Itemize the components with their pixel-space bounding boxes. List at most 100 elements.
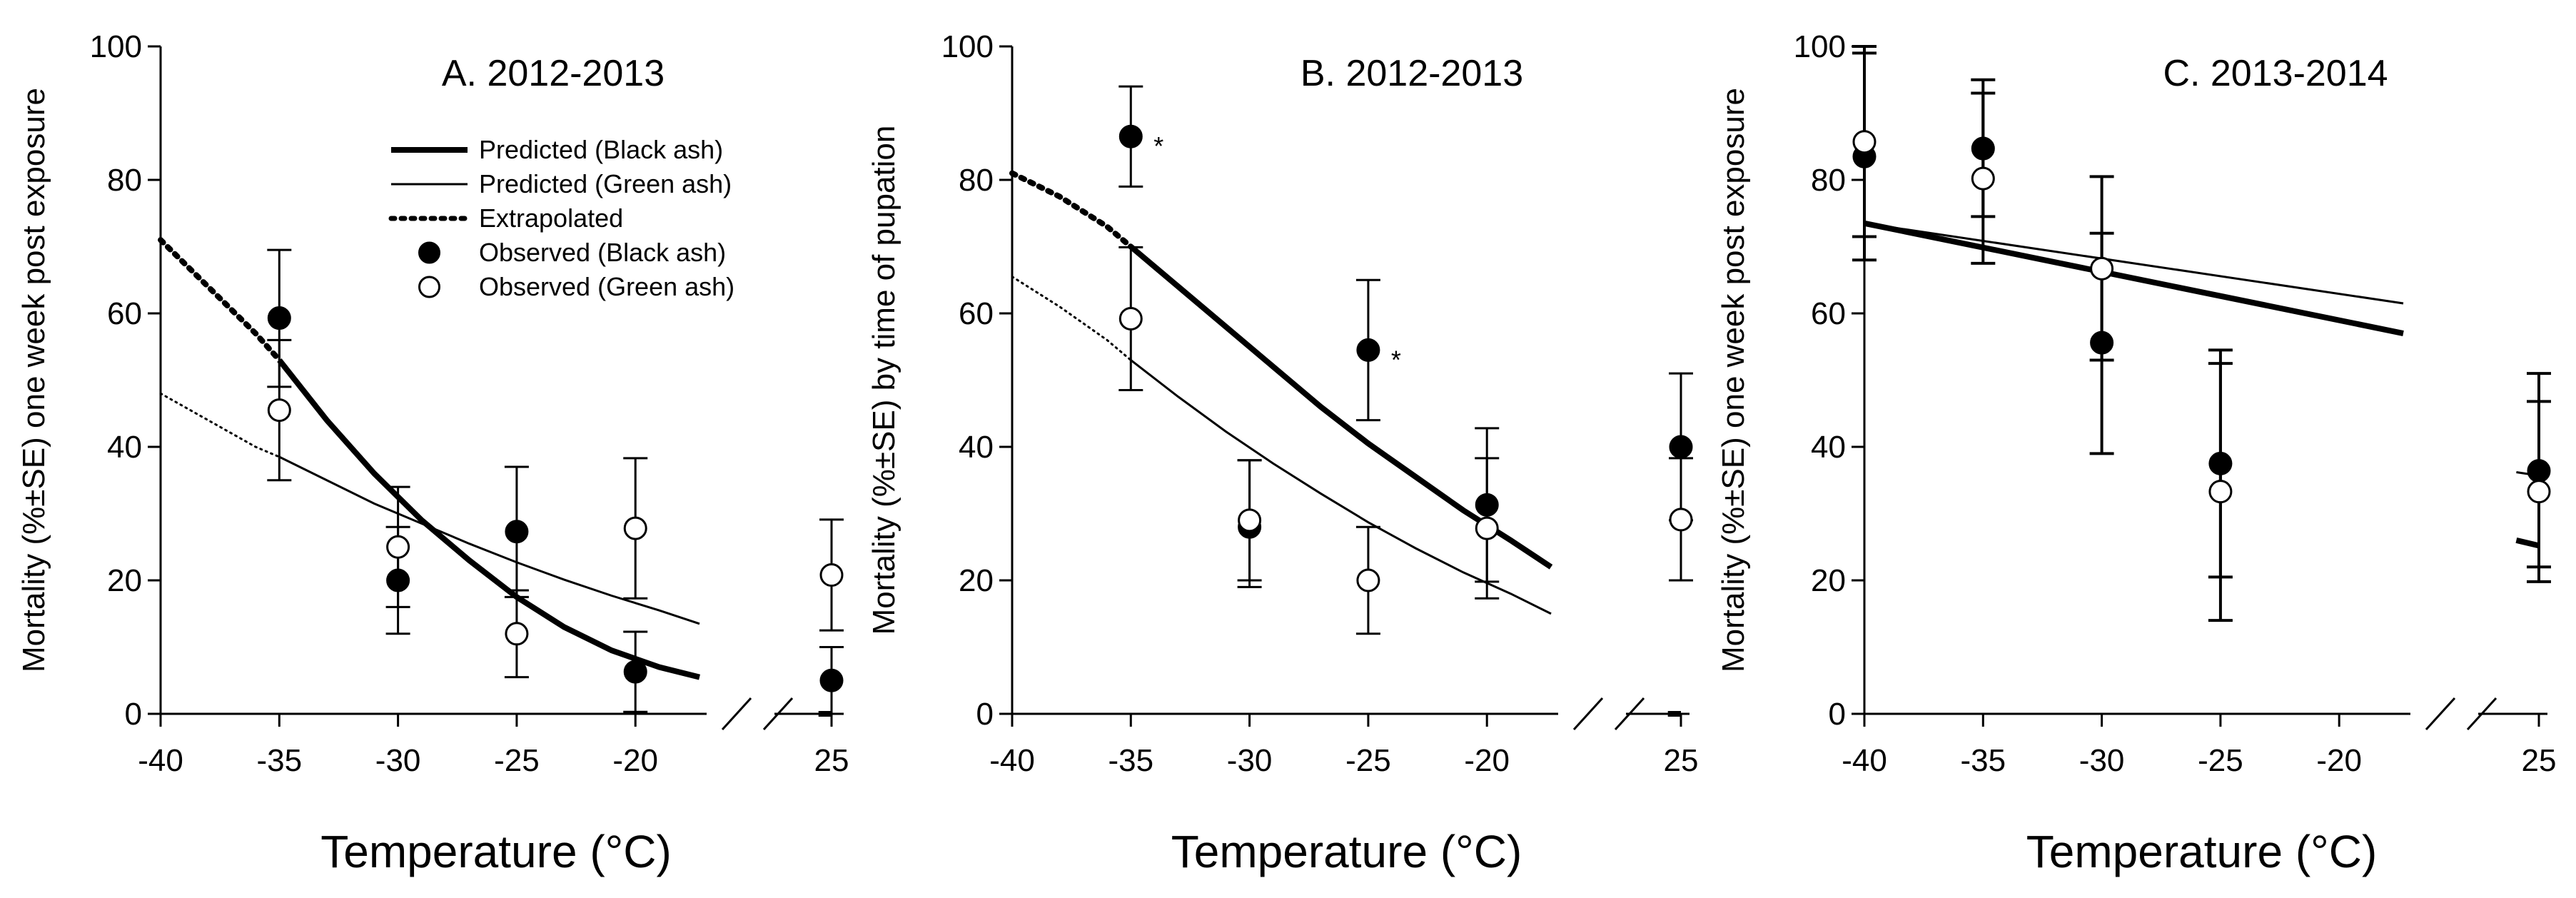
y-tick-label: 60	[959, 296, 994, 331]
y-axis-title: Mortality (%±SE) by time of pupation	[867, 126, 901, 635]
x-tick-label: -35	[257, 743, 303, 778]
point-observed-green-ash	[1475, 516, 1499, 540]
panel-a: 0 20 40 60 80 100 -40 -35 -30 -25 -20 25 Temperature…	[16, 29, 849, 877]
panel-c: 0 20 40 60 80 100 -40 -35 -30 -25 -20 25 Temperature…	[1716, 29, 2556, 877]
x-axis-title: Temperature (°C)	[1171, 826, 1522, 877]
significance-marker: *	[1153, 131, 1163, 161]
y-axis-title: Mortality (%±SE) one week post exposure	[16, 88, 51, 672]
x-tick-label: -25	[494, 743, 540, 778]
axis-break-mark	[1614, 697, 1645, 731]
point-observed-green-ash	[623, 516, 647, 540]
y-tick-label: 20	[959, 563, 994, 598]
point-observed-green-ash	[1238, 508, 1262, 533]
curve-extrapolated-green-ash	[1011, 276, 1132, 361]
x-tick-label: -30	[2079, 743, 2125, 778]
point-observed-black-ash	[386, 568, 410, 592]
curve-predicted-green-ash	[1864, 222, 2404, 305]
x-tick-label: -30	[1227, 743, 1273, 778]
y-axis-title: Mortality (%±SE) one week post exposure	[1716, 88, 1751, 672]
x-tick-label: -30	[375, 743, 421, 778]
x-tick-label: -35	[1961, 743, 2006, 778]
axis-break-mark	[2466, 697, 2497, 731]
point-observed-green-ash	[1356, 568, 1380, 592]
legend-swatch-filled-circle	[418, 241, 440, 264]
panel-title: A. 2012-2013	[442, 53, 665, 94]
panel-b: 0 20 40 60 80 100 -40 -35 -30 -25 -20 25 Temperature…	[867, 29, 1698, 877]
y-tick-label: 100	[1794, 29, 1846, 64]
curve-extrapolated-green-ash	[159, 392, 281, 458]
y-tick-label: 60	[107, 296, 142, 331]
y-tick-label: 0	[976, 697, 994, 732]
panel-title: C. 2013-2014	[2163, 53, 2388, 94]
point-observed-black-ash	[1971, 136, 1995, 161]
point-observed-black-ash	[2090, 331, 2114, 355]
point-observed-black-ash	[1669, 435, 1693, 459]
x-tick-label: 25	[2522, 743, 2557, 778]
axis-break-mark	[762, 697, 794, 731]
point-observed-green-ash	[2208, 480, 2233, 504]
legend-label: Predicted (Black ash)	[479, 135, 723, 164]
point-observed-green-ash	[386, 535, 410, 559]
legend-label: Observed (Green ash)	[479, 272, 734, 301]
point-observed-green-ash	[2527, 480, 2551, 504]
point-observed-black-ash	[1118, 124, 1143, 148]
point-observed-black-ash	[623, 660, 647, 684]
point-observed-black-ash	[2208, 451, 2233, 475]
y-tick-label: 40	[959, 430, 994, 465]
y-tick-label: 0	[125, 697, 142, 732]
y-tick-label: 100	[90, 29, 142, 64]
curve-extrapolated-black-ash	[158, 237, 283, 363]
curve-extrapolated-black-ash	[1009, 170, 1134, 250]
curve-predicted-black-ash	[1864, 220, 2404, 336]
x-tick-label: 25	[1664, 743, 1699, 778]
point-observed-black-ash	[1475, 493, 1499, 517]
y-tick-label: 80	[959, 163, 994, 198]
x-tick-label: -20	[612, 743, 658, 778]
x-tick-label: -25	[1345, 743, 1391, 778]
x-tick-label: -35	[1108, 743, 1154, 778]
significance-marker: *	[1391, 345, 1401, 374]
x-tick-label: -20	[2316, 743, 2362, 778]
point-observed-black-ash	[267, 306, 291, 331]
x-tick-label: -40	[138, 743, 183, 778]
axis-break-mark	[1572, 697, 1604, 731]
y-tick-label: 40	[1811, 430, 1846, 465]
x-tick-label: -25	[2198, 743, 2243, 778]
point-observed-green-ash	[1669, 508, 1693, 532]
point-observed-green-ash	[1118, 306, 1143, 331]
point-observed-black-ash	[1356, 338, 1380, 362]
y-tick-label: 60	[1811, 296, 1846, 331]
y-tick-label: 100	[941, 29, 994, 64]
legend-label: Predicted (Green ash)	[479, 169, 732, 198]
y-tick-label: 20	[107, 563, 142, 598]
x-axis-title: Temperature (°C)	[2026, 826, 2378, 877]
point-observed-green-ash	[1852, 130, 1877, 154]
point-observed-black-ash	[505, 520, 529, 544]
point-observed-green-ash	[1971, 166, 1995, 191]
legend-label: Observed (Black ash)	[479, 238, 726, 267]
point-observed-green-ash	[505, 622, 529, 646]
y-tick-label: 20	[1811, 563, 1846, 598]
point-observed-green-ash	[819, 563, 844, 587]
y-tick-label: 80	[1811, 163, 1846, 198]
curve-predicted-green-ash	[278, 455, 700, 625]
curve-predicted-black-ash-at-25	[2515, 538, 2540, 549]
point-observed-black-ash	[819, 668, 844, 692]
point-observed-black-ash	[2527, 459, 2551, 483]
legend-label: Extrapolated	[479, 203, 623, 233]
y-tick-label: 0	[1829, 697, 1846, 732]
point-observed-green-ash	[2090, 256, 2114, 281]
x-tick-label: -20	[1464, 743, 1510, 778]
x-axis-title: Temperature (°C)	[320, 826, 672, 877]
y-tick-label: 40	[107, 430, 142, 465]
axis-break-mark	[2425, 697, 2456, 731]
panel-title: B. 2012-2013	[1300, 53, 1523, 94]
legend-swatch-open-circle	[418, 276, 440, 298]
x-tick-label: -40	[989, 743, 1035, 778]
y-tick-label: 80	[107, 163, 142, 198]
axis-break-mark	[721, 697, 752, 731]
x-tick-label: -40	[1842, 743, 1887, 778]
point-observed-green-ash	[267, 398, 291, 423]
x-tick-label: 25	[814, 743, 849, 778]
